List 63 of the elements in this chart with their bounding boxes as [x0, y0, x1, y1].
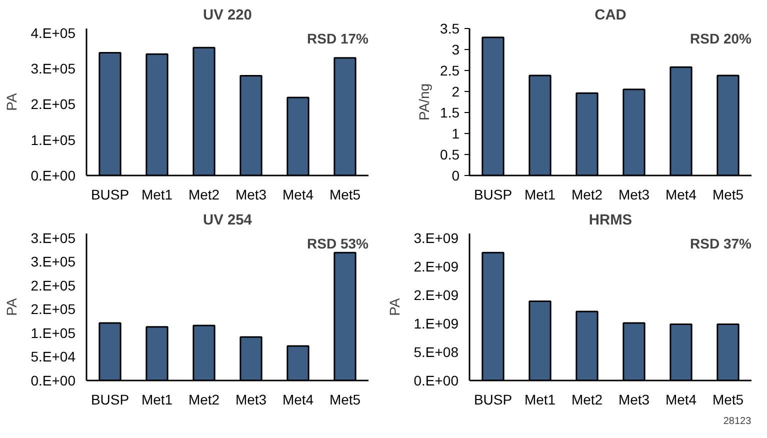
- text: 3.E+05: [30, 60, 76, 77]
- x-tick-label: BUSP: [90, 392, 130, 408]
- y-tick-label: 2: [452, 84, 460, 100]
- text: 28123: [723, 416, 752, 427]
- y-tick-label: 0.5: [440, 146, 460, 162]
- text: RSD 37%: [690, 236, 752, 252]
- x-tick-label: Met5: [329, 186, 361, 202]
- y-tick-label: 3.5: [440, 20, 460, 36]
- x-tick-label: Met5: [712, 392, 744, 408]
- y-tick-label: 3: [452, 42, 460, 58]
- x-tick-label: Met4: [282, 392, 314, 408]
- x-tick-label: BUSP: [474, 186, 512, 202]
- x-tick-label: Met5: [712, 186, 744, 202]
- text: 2.E+05: [30, 277, 76, 294]
- x-tick-label: Met2: [188, 186, 220, 202]
- text: 3.E+05: [30, 254, 76, 270]
- text: 1.E+05: [30, 324, 76, 341]
- x-tick-label: Met1: [524, 186, 556, 202]
- chart-title: UV 220: [203, 8, 252, 24]
- text: 1.E+05: [30, 132, 76, 148]
- chart-title: CAD: [594, 8, 626, 24]
- text: 0.E+00: [30, 168, 76, 184]
- x-tick-label: Met4: [282, 186, 314, 202]
- chart-title: UV 254: [203, 212, 253, 228]
- x-tick-label: Met2: [188, 392, 220, 408]
- text: 2.E+09: [414, 286, 459, 303]
- x-tick-label: Met4: [665, 186, 697, 202]
- y-axis-title: PA/ng: [416, 83, 432, 121]
- y-tick-label: 2.5: [440, 62, 460, 78]
- x-tick-label: Met1: [141, 392, 173, 408]
- x-tick-label: Met1: [141, 186, 173, 202]
- text: 0.E+00: [414, 372, 459, 388]
- text: 2.E+09: [414, 258, 459, 274]
- y-tick-label: 1: [452, 126, 460, 142]
- text: 3.E+09: [414, 230, 459, 246]
- x-tick-label: Met4: [665, 392, 697, 408]
- text: 5.E+08: [414, 344, 459, 360]
- y-axis-title: PA: [386, 298, 403, 316]
- x-tick-label: Met2: [571, 186, 603, 202]
- y-tick-label: 0: [452, 168, 460, 184]
- x-tick-label: Met3: [235, 392, 267, 408]
- y-axis-title: PA: [4, 92, 20, 111]
- x-tick-label: Met5: [329, 392, 361, 408]
- x-tick-label: Met3: [235, 186, 267, 202]
- x-tick-label: Met3: [618, 186, 650, 202]
- chart-title: HRMS: [588, 212, 632, 228]
- text: RSD 17%: [307, 30, 370, 46]
- text: 0.E+00: [30, 372, 76, 388]
- text: 5.E+04: [30, 348, 76, 365]
- y-axis-title: PA: [4, 298, 20, 316]
- text: 1.E+09: [414, 315, 459, 332]
- x-tick-label: BUSP: [90, 186, 130, 202]
- annotation: RSD 20%: [690, 30, 752, 46]
- y-tick-label: 1.5: [440, 104, 460, 120]
- x-tick-label: Met2: [571, 392, 603, 408]
- x-tick-label: Met1: [524, 392, 556, 408]
- text: 2.E+05: [30, 96, 76, 112]
- text: 3.E+05: [30, 230, 76, 246]
- x-tick-label: BUSP: [474, 392, 512, 408]
- text: 2.E+05: [30, 301, 76, 318]
- text: RSD 53%: [307, 236, 370, 252]
- text: 4.E+05: [30, 24, 76, 41]
- x-tick-label: Met3: [618, 392, 650, 408]
